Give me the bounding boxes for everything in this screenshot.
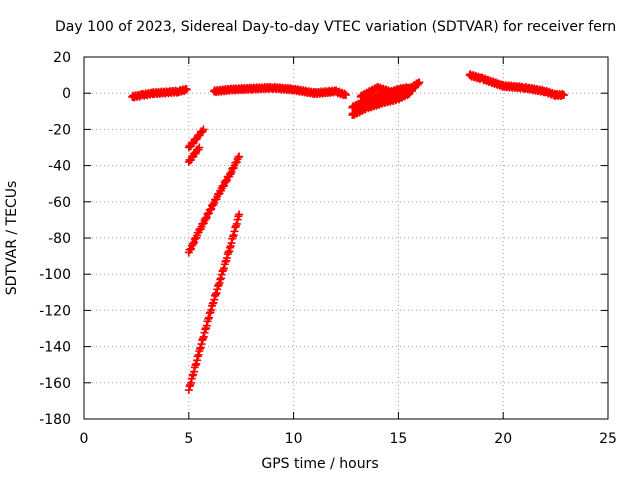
x-tick-label: 15 — [389, 431, 407, 447]
grid — [84, 57, 608, 419]
chart-title: Day 100 of 2023, Sidereal Day-to-day VTE… — [55, 19, 617, 35]
y-tick-label: -60 — [48, 195, 71, 211]
data-point — [199, 125, 208, 134]
x-tick-label: 25 — [599, 431, 617, 447]
y-tick-label: 0 — [62, 86, 71, 102]
data-point — [182, 85, 191, 94]
y-tick-label: -20 — [48, 122, 71, 138]
ticks: 20 0 -20 -40 -60 -80 -100 -120 -140 -160 -180 0 5 10 1… — [39, 50, 617, 447]
data-point — [195, 143, 204, 152]
y-tick-label: -80 — [48, 231, 71, 247]
data-point — [235, 210, 244, 219]
x-tick-label: 10 — [285, 431, 303, 447]
y-tick-label: -160 — [39, 376, 71, 392]
y-tick-label: -180 — [39, 412, 71, 428]
y-tick-label: -100 — [39, 267, 71, 283]
data-point — [415, 78, 424, 87]
x-tick-label: 0 — [80, 431, 89, 447]
x-axis-label: GPS time / hours — [261, 456, 379, 472]
y-tick-label: -140 — [39, 340, 71, 356]
data-point — [559, 91, 568, 100]
y-tick-label: -40 — [48, 159, 71, 175]
y-tick-label: -120 — [39, 303, 71, 319]
y-tick-label: 20 — [53, 50, 71, 66]
data-layer — [128, 70, 568, 395]
data-point — [342, 91, 350, 100]
data-point — [235, 152, 244, 161]
plot-frame — [83, 56, 609, 420]
x-tick-label: 20 — [494, 431, 512, 447]
x-tick-label: 5 — [184, 431, 193, 447]
